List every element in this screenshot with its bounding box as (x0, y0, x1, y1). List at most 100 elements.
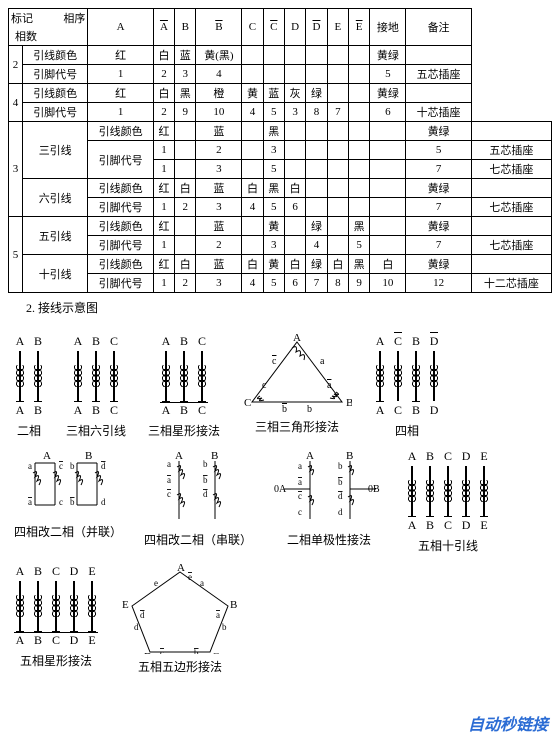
svg-text:a: a (320, 356, 325, 367)
svg-text:D: D (144, 651, 152, 654)
ph-Ab: A (153, 9, 174, 46)
svg-text:a: a (216, 610, 220, 620)
caption: 四相改二相（并联） (14, 523, 122, 540)
svg-text:E: E (122, 599, 129, 611)
svg-text:b: b (307, 404, 312, 414)
caption: 三相六引线 (66, 422, 126, 439)
svg-text:b: b (194, 648, 199, 654)
hdr-mark: 标记 (11, 10, 33, 26)
svg-text:A: A (175, 450, 183, 462)
lbl: 引线颜色 (88, 255, 153, 274)
lbl: 引脚代号 (88, 141, 153, 179)
diagram-2phase: AB AB 二相 (14, 334, 44, 439)
svg-text:d: d (338, 491, 343, 501)
svg-text:e: e (154, 578, 158, 588)
diagram-3phase-delta: A B C a c a c b b 三相三角形接法 (242, 334, 352, 439)
caption: 五相星形接法 (20, 652, 92, 669)
lbl: 引线颜色 (88, 122, 153, 141)
diagram-3phase-6lead: ABC ABC 三相六引线 (66, 334, 126, 439)
lbl: 引脚代号 (88, 274, 153, 293)
hdr-phases: 相数 (9, 27, 88, 46)
svg-text:d: d (203, 489, 208, 499)
svg-text:a: a (327, 380, 332, 391)
row-5a-color: 5 五引线 引线颜色 红蓝黄绿黑 黄绿 (9, 217, 552, 236)
grp-5: 5 (9, 217, 23, 293)
row-5a-pin: 引脚代号 12345 7七芯插座 (9, 236, 552, 255)
pentagon-icon: A B C D E a b c d e e a b c d (120, 564, 240, 654)
row-5b-color: 十引线 引线颜色 红白蓝白黄白绿白黑白 黄绿 (9, 255, 552, 274)
diagram-4to2-series: A B a a c b b d 四相改二相（串联） (144, 449, 252, 554)
svg-text:a: a (167, 459, 171, 469)
row-4-color: 4 引线颜色 红白黑橙黄蓝灰绿 黄绿 (9, 84, 552, 103)
svg-text:d: d (140, 610, 145, 620)
watermark: 自动秒链接 (468, 711, 548, 735)
unipolar-icon: A B 0A 0B a a c c b b d d (274, 449, 384, 527)
svg-text:b: b (203, 475, 208, 485)
row-2-pin: 引脚代号 1234 5五芯插座 (9, 65, 552, 84)
ph-C: C (242, 9, 263, 46)
svg-text:d: d (338, 507, 343, 517)
svg-text:b: b (222, 622, 227, 632)
delta-icon: A B C a c a c b b (242, 334, 352, 414)
svg-text:c: c (298, 507, 302, 517)
ph-B: B (175, 9, 196, 46)
svg-text:A: A (306, 450, 314, 462)
sub-10lead: 十引线 (23, 255, 88, 293)
lbl: 引线颜色 (23, 46, 88, 65)
svg-text:b: b (338, 461, 343, 471)
caption: 五相十引线 (418, 537, 478, 554)
svg-text:C: C (212, 651, 219, 654)
svg-text:A: A (177, 564, 185, 574)
diagram-area: AB AB 二相 ABC ABC 三相六引线 A B C A B C 三相星形接法 A … (8, 334, 552, 675)
svg-text:C: C (244, 397, 251, 409)
ph-D: D (284, 9, 305, 46)
svg-text:0B: 0B (368, 484, 380, 495)
ph-A: A (88, 9, 153, 46)
ph-Bb: B (196, 9, 242, 46)
svg-text:B: B (211, 450, 218, 462)
row-4-pin: 引脚代号 1291045387 6十芯插座 (9, 103, 552, 122)
svg-text:a: a (167, 475, 171, 485)
section-2-title: 2. 接线示意图 (26, 299, 552, 316)
series-icon: A B a a c b b d (163, 449, 233, 527)
diagram-5phase-10lead: ABCDE ABCDE 五相十引线 (406, 449, 490, 554)
svg-text:b: b (70, 461, 75, 471)
sub-5lead: 五引线 (23, 217, 88, 255)
svg-text:a: a (28, 461, 32, 471)
svg-text:a: a (298, 461, 302, 471)
svg-text:d: d (101, 497, 106, 507)
grp-2: 2 (9, 46, 23, 84)
svg-text:c: c (262, 380, 267, 391)
svg-text:A: A (293, 334, 301, 344)
svg-text:A: A (43, 450, 51, 462)
svg-text:d: d (101, 461, 106, 471)
lbl: 引脚代号 (88, 198, 153, 217)
svg-text:c: c (180, 652, 184, 654)
ph-Eb: E (349, 9, 370, 46)
sub-3lead: 三引线 (23, 122, 88, 179)
svg-text:B: B (346, 397, 352, 409)
ph-E: E (327, 9, 348, 46)
svg-text:c: c (59, 497, 63, 507)
ph-Db: D (306, 9, 327, 46)
lbl: 引线颜色 (88, 179, 153, 198)
row-2-color: 2 引线颜色 红白蓝黄(黑) 黄绿 (9, 46, 552, 65)
parallel-icon: A B a c b d a c b d (23, 449, 113, 519)
svg-text:e: e (188, 572, 192, 582)
header-row-1: 标记 相序 A A B B C C D D E E 接地 备注 (9, 9, 552, 28)
caption: 三相星形接法 (148, 422, 220, 439)
svg-text:B: B (230, 599, 237, 611)
row-5b-pin: 引脚代号 12345678910 12十二芯插座 (9, 274, 552, 293)
svg-text:b: b (338, 477, 343, 487)
ph-Cb: C (263, 9, 284, 46)
row-3b-color: 六引线 引线颜色 红白蓝白黑白 黄绿 (9, 179, 552, 198)
lbl: 引脚代号 (23, 103, 88, 122)
hdr-ground: 接地 (370, 9, 406, 46)
caption: 五相五边形接法 (138, 658, 222, 675)
svg-text:c: c (160, 648, 164, 654)
row-3a-pin1: 引脚代号 123 5五芯插座 (9, 141, 552, 160)
lbl: 引脚代号 (23, 65, 88, 84)
svg-text:c: c (272, 356, 277, 367)
grp-4: 4 (9, 84, 23, 122)
caption: 二相单极性接法 (287, 531, 371, 548)
